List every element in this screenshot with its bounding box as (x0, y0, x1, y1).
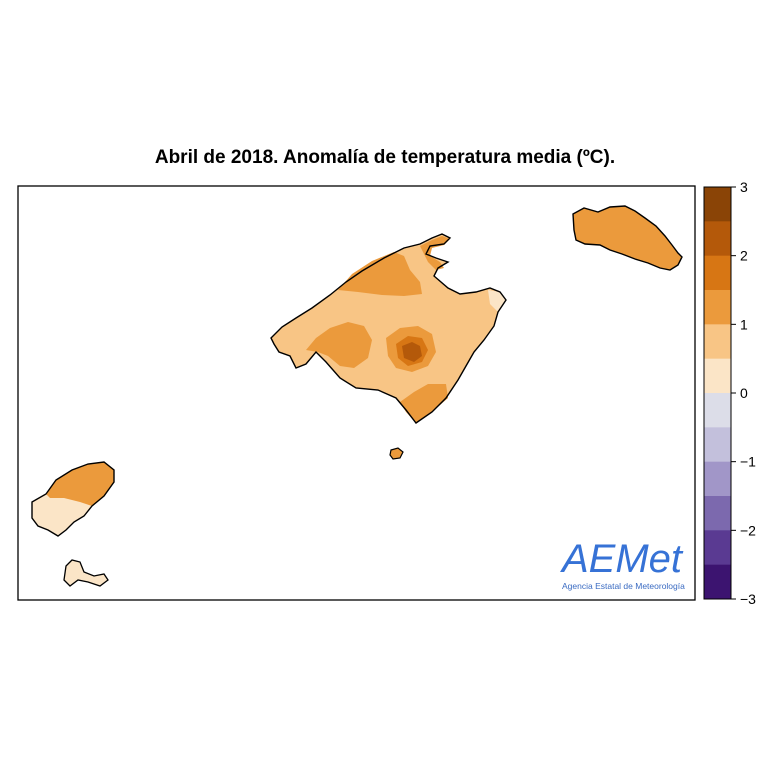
legend-tick-label: −1 (740, 454, 756, 470)
map-frame (17, 185, 696, 601)
legend-swatch (704, 221, 731, 257)
mallorca-contour-north (338, 252, 422, 296)
ibiza-outline (31, 461, 115, 537)
legend-tick-label: −3 (740, 591, 756, 607)
aemet-logo-subtitle: Agencia Estatal de Meteorología (562, 581, 685, 591)
mallorca-contour-south (400, 384, 448, 423)
island-cabrera (389, 447, 404, 460)
island-mallorca (270, 233, 507, 424)
legend-swatch (704, 461, 731, 497)
legend-swatch (704, 187, 731, 222)
legend-tick-label: 3 (740, 179, 748, 195)
legend-tick-label: −2 (740, 522, 756, 538)
aemet-logo: AEMet Agencia Estatal de Meteorología (560, 537, 685, 591)
island-formentera (63, 559, 109, 587)
island-ibiza (31, 461, 115, 537)
legend-tick-label: 2 (740, 248, 748, 264)
mallorca-outline (270, 233, 507, 424)
aemet-logo-text: AEMet (560, 537, 684, 581)
legend-swatch (704, 358, 731, 394)
legend-swatch (704, 564, 731, 600)
island-menorca (572, 205, 683, 271)
legend-tick-label: 0 (740, 385, 748, 401)
ibiza-contour-north (46, 462, 114, 506)
mallorca-fill (271, 234, 506, 423)
map-title: Abril de 2018. Anomalía de temperatura m… (154, 147, 616, 168)
legend-swatch (704, 427, 731, 463)
legend-swatch (704, 324, 731, 360)
menorca-fill (572, 205, 683, 271)
legend-tick-label: 1 (740, 316, 748, 332)
legend-swatch (704, 530, 731, 566)
legend-swatch (704, 255, 731, 291)
legend-swatch (704, 290, 731, 325)
mallorca-contour-center-darker (402, 342, 422, 362)
legend-swatch (704, 393, 731, 428)
mallorca-contour-west (306, 322, 372, 368)
color-legend: 3 2 1 0 −1 −2 −3 (703, 179, 756, 607)
legend-swatch (704, 496, 731, 531)
